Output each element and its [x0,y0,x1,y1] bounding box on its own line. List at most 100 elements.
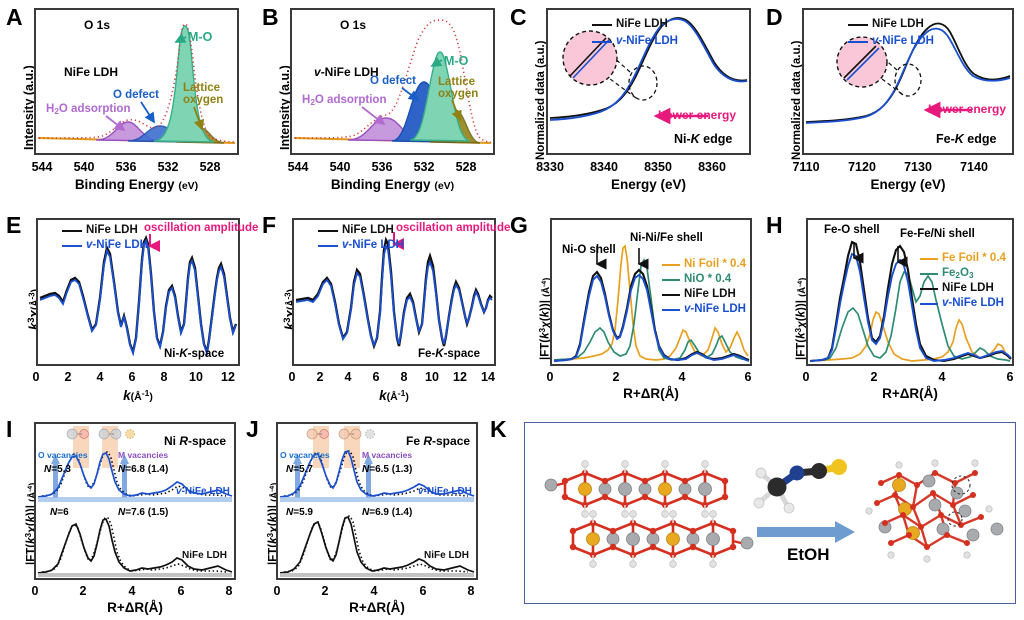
panel-f-legend-label-0: NiFe LDH [342,224,394,236]
panel-f-oscillation-label: oscillation amplitude [396,222,511,234]
panel-a-tick-2: 536 [115,160,137,174]
panel-a-anno-odefect: O defect [113,89,160,101]
panel-label-c: C [510,4,527,30]
panel-d-plot [805,22,1011,124]
panel-h-legend-label-2: NiFe LDH [942,282,994,294]
panel-i-xlabel: R+ΔR(Å) [107,600,163,615]
panel-d-legend-swatch-1 [848,41,868,43]
panel-label-a: A [6,4,23,30]
panel-f-tick-2: 4 [344,370,352,384]
panel-a-tick-4: 528 [199,160,221,174]
panel-e-tick-5: 10 [189,370,203,384]
panel-a-orbital: O 1s [84,18,111,32]
panel-g-shell1-label: Ni-O shell [562,244,616,256]
panel-a-tick-0: 544 [31,160,53,174]
panel-g-xlabel: R+ΔR(Å) [623,386,679,401]
panel-h-legend-swatch-1 [920,273,938,275]
panel-j-n-top-1: N=5.7 [286,464,313,475]
panel-d-tick-2: 7130 [904,160,932,174]
panel-h-tick-0: 0 [802,370,810,384]
panel-c-callout: Lower energy [658,108,737,122]
panel-j-tick-2: 4 [370,584,378,598]
panel-e-legend-label-1: v-NiFe LDH [86,239,148,251]
panel-g-legend-swatch-0 [662,264,680,266]
panel-i-n-bot-2: N=7.6 (1.5) [118,507,169,518]
panel-c-legend-swatch-0 [592,24,612,26]
panel-b-axes: O 1s v-NiFe LDH M-O O defect H2O adsorpt… [290,8,495,155]
panel-k-structure [544,459,1004,568]
panel-h-tick-3: 6 [1006,370,1014,384]
panel-h-legend-label-0: Fe Foil * 0.4 [942,252,1006,264]
panel-j-title: Fe R-space [406,434,471,448]
panel-a-anno-lattice: Lattice oxygen [183,82,224,107]
panel-g-legend-label-1: NiO * 0.4 [684,273,732,285]
panel-d-tick-1: 7120 [848,160,876,174]
panel-j-o-vacancies-label: O vacancies [280,450,330,460]
panel-g-shell2-label: Ni-Ni/Fe shell [630,232,703,244]
panel-g-tick-3: 6 [744,370,752,384]
etoh-molecule [753,459,847,514]
ldh-layer-bottom [569,510,754,568]
panel-f-space-label: Fe-K-space [418,348,480,360]
panel-e-xlabel: k(Å-1) [123,388,153,403]
panel-e-space-label: Ni-K-space [164,348,225,360]
panel-b-tick-1: 540 [329,160,351,174]
amorphous-structure [865,459,1004,563]
panel-h-legend-label-1: Fe2O3 [942,267,974,281]
panel-b-anno-lattice: Lattice oxygen [438,76,479,101]
panel-c-tick-2: 8350 [644,160,672,174]
panel-h-shell1-label: Fe-O shell [824,224,880,236]
panel-f-legend-swatch-0 [318,230,338,233]
panel-j-plot [279,426,475,577]
panel-e-oscillation-label: oscillation amplitude [144,222,259,234]
panel-h-shell2-label: Fe-Fe/Ni shell [900,228,975,240]
panel-i-title: Ni R-space [164,434,227,448]
panel-g-tick-2: 4 [678,370,686,384]
panel-j-n-bot-2: N=6.9 (1.4) [362,507,413,518]
panel-h-tick-2: 4 [938,370,946,384]
panel-i-bottom-curve-label: NiFe LDH [182,550,227,561]
panel-g-legend-label-3: v-NiFe LDH [684,303,746,315]
panel-f-tick-3: 6 [372,370,380,384]
panel-c-legend-label-1: v-NiFe LDH [616,35,678,47]
panel-c-xlabel: Energy (eV) [610,177,687,192]
panel-h-legend-swatch-0 [920,258,938,260]
panel-f-tick-1: 2 [316,370,324,384]
panel-a-arrows [105,33,204,132]
panel-d-callout: Lower energy [928,102,1007,116]
panel-i-m-vacancies-label: M vacancies [118,450,169,460]
panel-b-arrows [361,56,462,126]
panel-a-tick-3: 532 [157,160,179,174]
panel-d-legend-swatch-0 [848,24,868,26]
panel-j-tick-3: 6 [419,584,427,598]
panel-h-legend-swatch-2 [920,288,938,290]
panel-i-tick-1: 2 [79,584,87,598]
panel-i-tick-4: 8 [225,584,233,598]
panel-j-top-curve-label: v-NiFe LDH [418,486,472,497]
panel-g-tick-0: 0 [546,370,554,384]
panel-a-plot [37,23,236,144]
panel-g-legend-label-2: NiFe LDH [684,288,736,300]
panel-d-legend-label-1: v-NiFe LDH [872,35,934,47]
panel-i-axes: Ni R-space O vacancies M vacancies NN=5.… [34,422,236,580]
panel-e-legend-label-0: NiFe LDH [86,224,138,236]
panel-i-tick-3: 6 [177,584,185,598]
panel-j-n-bot-1: N=5.9 [286,507,313,518]
panel-g-legend-swatch-1 [662,279,680,281]
panel-i-n-top-2: N=6.8 (1.4) [118,464,169,475]
panel-b-anno-odefect: O defect [370,75,417,87]
panel-label-e: E [6,212,22,238]
panel-label-i: I [6,416,13,442]
panel-k-arrow-label: EtOH [787,545,830,564]
panel-g-legend-swatch-3 [662,309,680,311]
panel-b-sample: v-NiFe LDH [314,65,379,79]
panel-c-tick-1: 8340 [590,160,618,174]
panel-c-tick-3: 8360 [698,160,726,174]
panel-d-legend-label-0: NiFe LDH [872,18,924,30]
panel-a-axes: O 1s NiFe LDH M-O O defect H2O adsorptio… [34,8,239,155]
reaction-arrow [757,521,855,543]
panel-d-edge-label: Fe-K edge [936,132,997,146]
panel-label-h: H [766,212,783,238]
panel-g-tick-1: 2 [612,370,620,384]
